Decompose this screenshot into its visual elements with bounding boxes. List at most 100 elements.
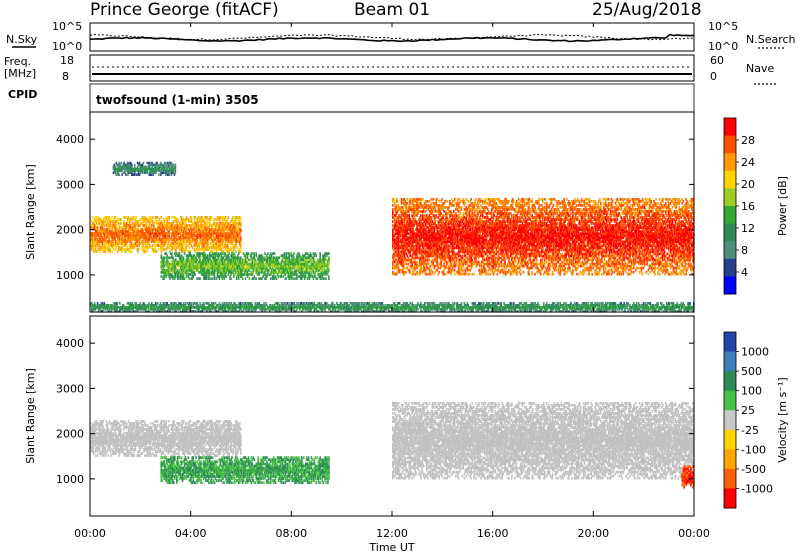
echo-cell: [429, 200, 431, 203]
echo-cell: [288, 252, 290, 255]
echo-cell: [209, 277, 211, 280]
echo-cell: [255, 277, 257, 280]
echo-cell: [206, 216, 208, 219]
echo-cell: [149, 244, 151, 247]
echo-cell: [160, 254, 162, 257]
echo-cell: [446, 212, 448, 215]
echo-cell: [230, 277, 232, 280]
echo-cell: [242, 277, 244, 280]
echo-cell: [199, 277, 201, 280]
echo-cell: [445, 206, 447, 209]
echo-cell: [443, 273, 445, 276]
echo-cell: [153, 222, 155, 225]
echo-cell: [438, 200, 440, 203]
echo-cell: [211, 224, 213, 227]
echo-cell: [210, 242, 212, 245]
echo-cell: [125, 173, 127, 176]
echo-cell: [296, 273, 298, 276]
echo-cell: [175, 164, 177, 167]
echo-cell: [416, 271, 418, 274]
echo-cell: [189, 277, 191, 280]
echo-cell: [409, 271, 411, 274]
echo-cell: [248, 252, 250, 255]
nave-tick-bottom: 0: [710, 70, 717, 83]
nave-tick-top: 60: [710, 54, 724, 67]
nsearch-tick-bottom: 10^0: [708, 40, 738, 53]
freq-tick-bottom: 8: [62, 70, 69, 83]
echo-cell: [207, 254, 209, 257]
echo-cell: [417, 265, 419, 268]
echo-cell: [236, 246, 238, 249]
echo-cell: [433, 273, 435, 276]
echo-cell: [111, 250, 113, 253]
echo-cell: [168, 216, 170, 219]
power-echo-layer: [90, 162, 695, 313]
echo-cell: [438, 271, 440, 274]
echo-cell: [146, 224, 148, 227]
echo-cell: [436, 214, 438, 217]
echo-cell: [96, 250, 98, 253]
echo-cell: [143, 162, 145, 165]
echo-cell: [134, 164, 136, 167]
echo-cell: [328, 275, 330, 278]
nsky-tick-top: 10^5: [52, 20, 82, 33]
echo-cell: [430, 265, 432, 268]
echo-cell: [164, 218, 166, 221]
echo-cell: [98, 216, 100, 219]
echo-cell: [422, 198, 424, 201]
echo-cell: [96, 216, 98, 219]
echo-cell: [132, 222, 134, 225]
echo-cell: [408, 214, 410, 217]
echo-cell: [155, 244, 157, 247]
echo-cell: [240, 244, 242, 247]
echo-cell: [200, 256, 202, 259]
echo-cell: [158, 248, 160, 251]
echo-cell: [118, 173, 120, 176]
echo-cell: [441, 198, 443, 201]
echo-cell: [392, 204, 394, 207]
echo-cell: [169, 256, 171, 259]
echo-cell: [253, 252, 255, 255]
echo-cell: [211, 216, 213, 219]
echo-cell: [421, 267, 423, 270]
echo-cell: [279, 256, 281, 259]
echo-cell: [120, 218, 122, 221]
echo-cell: [443, 210, 445, 213]
echo-cell: [186, 216, 188, 219]
echo-cell: [328, 252, 330, 255]
echo-cell: [403, 208, 405, 211]
echo-cell: [404, 263, 406, 266]
echo-cell: [240, 236, 242, 239]
echo-cell: [240, 228, 242, 231]
nsearch-label: N.Search: [746, 33, 796, 46]
echo-cell: [171, 252, 173, 255]
echo-cell: [228, 248, 230, 251]
echo-cell: [163, 256, 165, 259]
echo-cell: [111, 216, 113, 219]
echo-cell: [407, 202, 409, 205]
echo-cell: [230, 246, 232, 249]
echo-cell: [186, 244, 188, 247]
echo-cell: [195, 216, 197, 219]
echo-cell: [227, 216, 229, 219]
echo-cell: [285, 252, 287, 255]
echo-cell: [240, 256, 242, 259]
echo-cell: [157, 216, 159, 219]
echo-cell: [217, 222, 219, 225]
echo-cell: [414, 273, 416, 276]
echo-cell: [184, 277, 186, 280]
echo-cell: [294, 277, 296, 280]
echo-cell: [92, 216, 94, 219]
echo-cell: [135, 216, 137, 219]
echo-cell: [437, 198, 439, 201]
echo-cell: [407, 198, 409, 201]
echo-cell: [228, 252, 230, 255]
echo-cell: [328, 256, 330, 259]
echo-cell: [445, 273, 447, 276]
echo-cell: [428, 263, 430, 266]
echo-cell: [214, 218, 216, 221]
echo-cell: [222, 252, 224, 255]
echo-cell: [192, 246, 194, 249]
